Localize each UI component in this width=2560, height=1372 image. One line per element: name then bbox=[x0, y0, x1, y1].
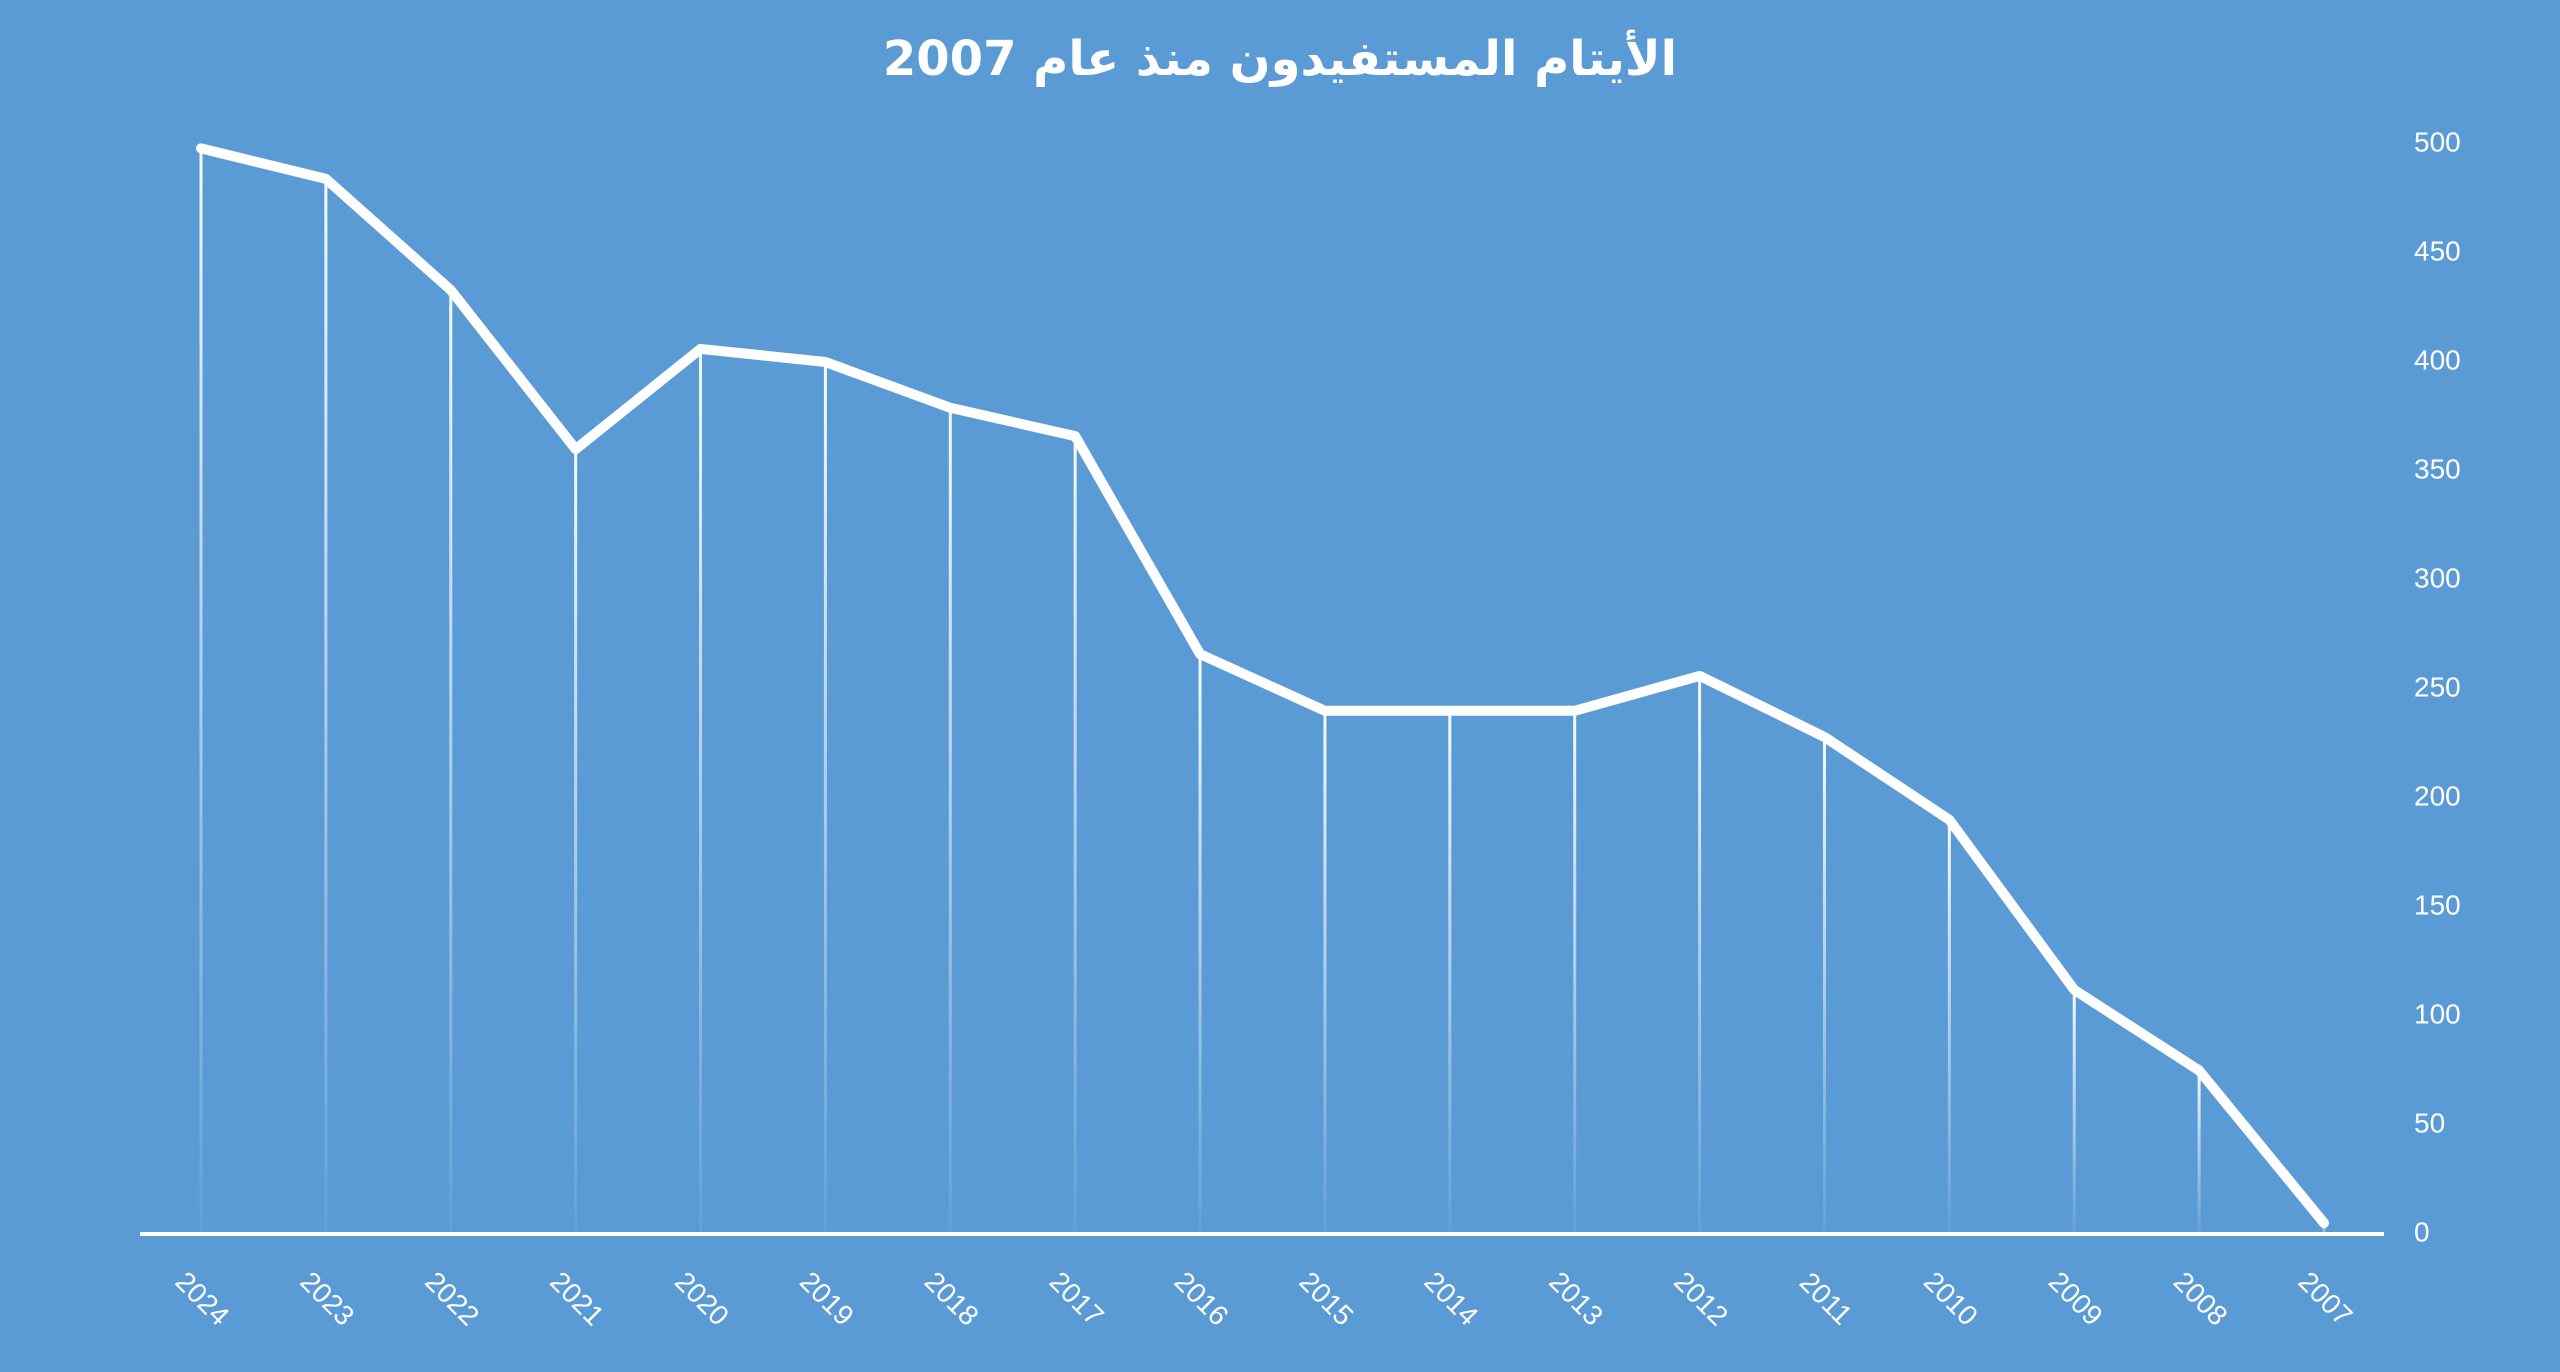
drop-line bbox=[1822, 736, 1826, 1234]
y-tick-label: 100 bbox=[2414, 998, 2461, 1029]
series-line bbox=[196, 143, 2329, 1229]
drop-line bbox=[823, 362, 827, 1234]
drop-lines bbox=[199, 148, 2326, 1235]
y-tick-label: 450 bbox=[2414, 235, 2461, 266]
drop-line bbox=[1198, 654, 1202, 1234]
drop-line bbox=[574, 449, 578, 1234]
y-tick-label: 150 bbox=[2414, 889, 2461, 920]
y-tick-label: 200 bbox=[2414, 780, 2461, 811]
drop-line bbox=[1698, 675, 1702, 1234]
drop-line bbox=[199, 148, 203, 1235]
drop-line bbox=[2197, 1070, 2201, 1234]
drop-line bbox=[1073, 436, 1077, 1234]
y-tick-label: 300 bbox=[2414, 562, 2461, 593]
drop-line bbox=[1323, 710, 1327, 1234]
y-axis: 0 50 100 150 200 250 300 350 400 450 500 bbox=[2414, 126, 2461, 1247]
chart-title: الأيتام المستفيدون منذ عام 2007 bbox=[883, 29, 1677, 87]
drop-line bbox=[948, 407, 952, 1234]
y-tick-label: 500 bbox=[2414, 126, 2461, 157]
series bbox=[196, 143, 2329, 1229]
y-tick-label: 400 bbox=[2414, 344, 2461, 375]
drop-line bbox=[1448, 710, 1452, 1234]
y-tick-label: 350 bbox=[2414, 453, 2461, 484]
y-tick-label: 250 bbox=[2414, 671, 2461, 702]
drop-line bbox=[1947, 819, 1951, 1234]
drop-line bbox=[1573, 710, 1577, 1234]
drop-line bbox=[2072, 989, 2076, 1234]
drop-line bbox=[2322, 1223, 2326, 1234]
drop-line bbox=[699, 348, 703, 1234]
y-tick-label: 50 bbox=[2414, 1107, 2445, 1138]
drop-line bbox=[324, 178, 328, 1234]
drop-line bbox=[449, 290, 453, 1234]
y-tick-label: 0 bbox=[2414, 1216, 2430, 1247]
